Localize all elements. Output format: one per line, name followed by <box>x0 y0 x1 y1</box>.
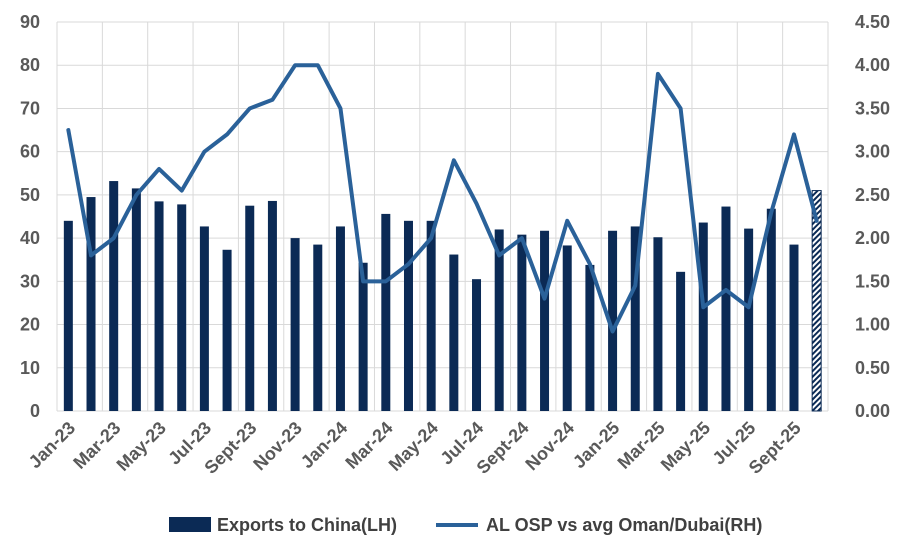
bar-Dec-23 <box>313 244 323 411</box>
y-right-tick-label: 2.00 <box>855 228 890 248</box>
legend-bar-swatch <box>169 517 211 532</box>
bar-Jan-25 <box>608 230 618 411</box>
y-left-tick-label: 60 <box>20 142 40 162</box>
x-axis-ticks: Jan-23Mar-23May-23Jul-23Sept-23Nov-23Jan… <box>25 418 805 478</box>
bar-Oct-23 <box>267 200 277 411</box>
y-right-tick-label: 4.00 <box>855 55 890 75</box>
y-right-tick-label: 3.50 <box>855 98 890 118</box>
y-right-tick-label: 2.50 <box>855 185 890 205</box>
bar-Jul-23 <box>199 226 209 411</box>
bar-Apr-24 <box>403 220 413 411</box>
bar-Jul-25 <box>744 228 754 411</box>
y-right-tick-label: 1.50 <box>855 271 890 291</box>
bar-Jun-25 <box>721 206 731 411</box>
bar-Sept-25 <box>789 244 799 411</box>
bar-Mar-25 <box>653 237 663 411</box>
y-left-tick-label: 70 <box>20 98 40 118</box>
bar-Feb-25 <box>630 226 640 411</box>
bar-May-23 <box>154 201 164 411</box>
bar-Sept-24 <box>517 234 527 411</box>
y-right-tick-label: 3.00 <box>855 142 890 162</box>
y-left-tick-label: 80 <box>20 55 40 75</box>
bar-series-exports <box>63 181 822 412</box>
line-series-osp <box>66 63 819 334</box>
bar-Jan-23 <box>63 220 73 411</box>
bar-Dec-24 <box>585 264 595 411</box>
bar-Feb-23 <box>86 197 96 411</box>
bar-Oct-25 <box>811 190 822 412</box>
bar-Feb-24 <box>358 262 368 411</box>
y-right-tick-label: 1.00 <box>855 315 890 335</box>
bar-May-24 <box>426 220 436 411</box>
bar-Aug-25 <box>766 208 776 411</box>
bar-Jan-24 <box>335 226 345 411</box>
y-left-tick-label: 20 <box>20 315 40 335</box>
bar-Jun-24 <box>449 254 459 411</box>
y-right-tick-label: 0.00 <box>855 401 890 421</box>
bar-Sept-23 <box>245 205 255 411</box>
bar-Nov-24 <box>562 245 572 411</box>
x-tick-label: May-25 <box>657 418 714 475</box>
right-axis-ticks: 0.00 0.50 1.00 1.50 2.00 2.50 3.00 3.50 4.00 4.50 <box>855 12 890 421</box>
bar-Jul-24 <box>472 279 482 411</box>
y-right-tick-label: 0.50 <box>855 358 890 378</box>
y-right-tick-label: 4.50 <box>855 12 890 32</box>
legend-line-label: AL OSP vs avg Oman/Dubai(RH) <box>486 515 762 535</box>
x-tick-label: Jan-24 <box>297 418 351 472</box>
y-left-tick-label: 90 <box>20 12 40 32</box>
gridlines <box>56 21 829 412</box>
bar-Oct-24 <box>540 230 550 411</box>
y-left-tick-label: 0 <box>30 401 40 421</box>
x-tick-label: May-23 <box>113 418 170 475</box>
x-tick-label: Nov-23 <box>249 418 306 475</box>
legend-bar-label: Exports to China(LH) <box>217 515 397 535</box>
y-left-tick-label: 40 <box>20 228 40 248</box>
y-left-tick-label: 50 <box>20 185 40 205</box>
x-tick-label: Jan-25 <box>569 418 623 472</box>
left-axis-ticks: 0 10 20 30 40 50 60 70 80 90 <box>20 12 40 421</box>
bar-Jun-23 <box>177 204 187 411</box>
bar-Aug-24 <box>494 229 504 411</box>
bar-Mar-24 <box>381 213 391 411</box>
legend: Exports to China(LH) AL OSP vs avg Oman/… <box>169 515 762 535</box>
bar-May-25 <box>698 222 708 411</box>
bar-Aug-23 <box>222 249 232 411</box>
y-left-tick-label: 10 <box>20 358 40 378</box>
bar-Apr-23 <box>131 188 141 411</box>
y-left-tick-label: 30 <box>20 271 40 291</box>
x-tick-label: May-24 <box>385 418 442 475</box>
bar-Apr-25 <box>676 271 686 411</box>
bar-Mar-23 <box>109 181 119 411</box>
bar-Nov-23 <box>290 238 300 411</box>
x-tick-label: Jan-23 <box>25 418 79 472</box>
line-osp-path <box>66 63 819 334</box>
x-tick-label: Nov-24 <box>521 418 578 475</box>
